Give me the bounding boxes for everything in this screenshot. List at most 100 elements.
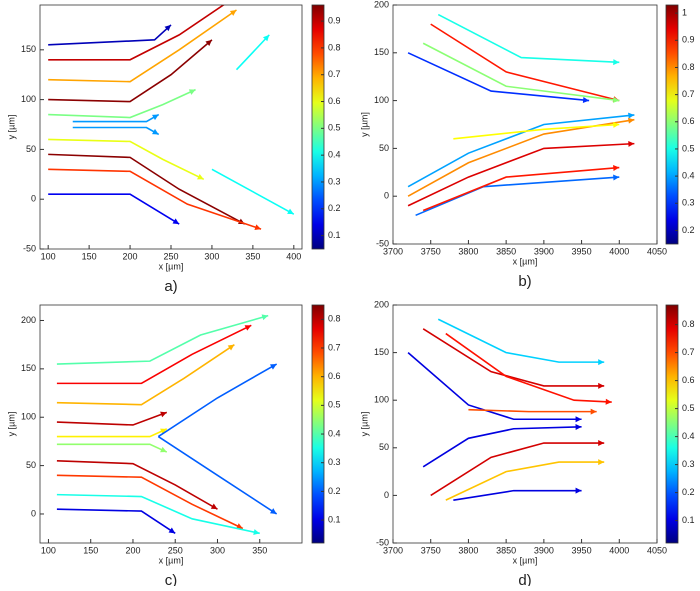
streamline bbox=[48, 193, 180, 225]
y-axis-label: y [µm] bbox=[6, 115, 16, 140]
arrow-head bbox=[229, 9, 237, 16]
streamline bbox=[211, 168, 295, 215]
colorbar-tick-label: 0.3 bbox=[682, 459, 695, 469]
arrow-head bbox=[160, 411, 167, 418]
colorbar bbox=[311, 304, 325, 544]
x-tick-label: 3950 bbox=[572, 246, 592, 256]
x-tick-label: 300 bbox=[204, 251, 219, 261]
y-tick-label: 150 bbox=[374, 47, 389, 57]
streamline bbox=[437, 13, 620, 64]
streamline bbox=[56, 459, 218, 510]
streamline bbox=[48, 168, 262, 230]
arrow-head bbox=[613, 59, 620, 66]
streamline bbox=[445, 332, 612, 403]
y-tick-label: 150 bbox=[374, 347, 389, 357]
arrow-head bbox=[612, 96, 620, 103]
x-tick-label: 4050 bbox=[647, 246, 667, 256]
arrow-head bbox=[160, 446, 167, 453]
streamlines bbox=[56, 314, 278, 535]
arrow-head bbox=[628, 140, 635, 147]
streamline bbox=[56, 474, 244, 530]
colorbar-tick-label: 0.3 bbox=[682, 198, 695, 208]
panel: 100 150 200 250 300 350 400 -50 0 50 100 150 x [µm] y… bbox=[6, 4, 341, 295]
arrow-head bbox=[197, 173, 204, 180]
streamline bbox=[415, 176, 620, 217]
colorbar-tick-label: 0.8 bbox=[682, 62, 695, 72]
axes-frame bbox=[392, 304, 658, 544]
colorbar bbox=[665, 304, 679, 544]
x-tick-label: 200 bbox=[125, 545, 140, 555]
y-tick-label: -50 bbox=[376, 537, 389, 547]
streamline bbox=[48, 153, 246, 225]
streamline bbox=[56, 324, 252, 385]
y-tick-label: 200 bbox=[21, 315, 36, 325]
caption: d) bbox=[518, 572, 531, 586]
y-tick-label: 100 bbox=[21, 412, 36, 422]
streamline bbox=[48, 88, 196, 119]
x-tick-label: 250 bbox=[168, 545, 183, 555]
arrow-head bbox=[188, 89, 196, 95]
colorbar bbox=[311, 4, 325, 250]
x-axis-label: x [µm] bbox=[159, 261, 184, 271]
streamline bbox=[430, 442, 605, 497]
streamline bbox=[422, 426, 582, 468]
streamline bbox=[445, 461, 605, 501]
streamline bbox=[407, 52, 590, 102]
y-tick-label: 0 bbox=[384, 191, 389, 201]
colorbar-tick-label: 0.8 bbox=[682, 319, 695, 329]
colorbar-tick-label: 0.7 bbox=[682, 347, 695, 357]
colorbar-tick-label: 0.6 bbox=[328, 371, 341, 381]
x-tick-label: 100 bbox=[41, 251, 56, 261]
streamline bbox=[56, 493, 260, 535]
x-tick-label: 350 bbox=[245, 251, 260, 261]
streamline bbox=[422, 166, 620, 212]
arrow-head bbox=[269, 508, 277, 514]
arrow-head bbox=[236, 523, 243, 529]
streamline bbox=[453, 489, 582, 501]
colorbar-tick-label: 0.5 bbox=[328, 123, 341, 133]
arrow-head bbox=[582, 97, 590, 104]
x-tick-label: 150 bbox=[82, 251, 97, 261]
streamline bbox=[430, 23, 620, 102]
x-tick-label: 4050 bbox=[647, 545, 667, 555]
arrow-head bbox=[172, 218, 180, 225]
colorbar-tick-label: 0.8 bbox=[328, 42, 341, 52]
streamline bbox=[407, 142, 635, 207]
colorbar-tick-label: 1 bbox=[682, 8, 687, 18]
x-tick-label: 350 bbox=[252, 545, 267, 555]
arrow-head bbox=[152, 128, 159, 135]
streamlines bbox=[407, 318, 612, 501]
streamline bbox=[453, 123, 620, 140]
arrow-head bbox=[598, 359, 605, 366]
arrow-head bbox=[628, 112, 635, 119]
colorbar-tick-label: 0.9 bbox=[682, 35, 695, 45]
arrow-head bbox=[590, 408, 597, 415]
streamline bbox=[56, 443, 168, 453]
colorbar-tick-label: 0.5 bbox=[682, 143, 695, 153]
streamline bbox=[157, 435, 278, 515]
colorbar bbox=[665, 4, 679, 245]
colorbar-tick-label: 0.5 bbox=[328, 400, 341, 410]
arrow-head bbox=[575, 416, 582, 423]
streamline bbox=[422, 42, 620, 102]
arrow-head bbox=[152, 114, 159, 121]
streamline bbox=[407, 351, 582, 421]
colorbar-tick-label: 0.4 bbox=[682, 431, 695, 441]
colorbar-tick-label: 0.2 bbox=[328, 486, 341, 496]
x-tick-label: 100 bbox=[41, 545, 56, 555]
x-tick-label: 3700 bbox=[383, 246, 403, 256]
y-tick-label: -50 bbox=[23, 243, 36, 253]
y-axis-label: y [µm] bbox=[359, 112, 369, 137]
streamline bbox=[56, 344, 235, 406]
streamline bbox=[48, 39, 213, 103]
x-tick-label: 3950 bbox=[572, 545, 592, 555]
streamline bbox=[56, 428, 168, 438]
panel: 3700 3750 3800 3850 3900 3950 4000 4050-5005010… bbox=[359, 0, 694, 290]
x-tick-label: 3800 bbox=[458, 545, 478, 555]
y-tick-label: 0 bbox=[31, 508, 36, 518]
streamline bbox=[157, 363, 278, 438]
arrow-head bbox=[575, 424, 582, 431]
colorbar-tick-label: 0.3 bbox=[328, 457, 341, 467]
colorbar-tick-label: 0.4 bbox=[328, 150, 341, 160]
colorbar-tick-label: 0.5 bbox=[682, 403, 695, 413]
